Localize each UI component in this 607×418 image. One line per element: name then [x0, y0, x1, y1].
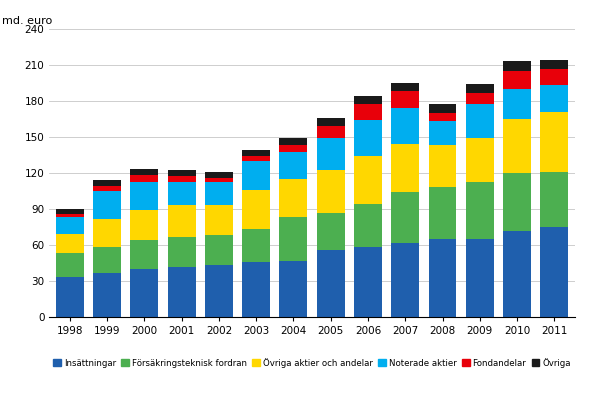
Bar — [540, 227, 568, 317]
Bar — [168, 205, 195, 237]
Bar — [56, 278, 84, 317]
Bar — [392, 108, 419, 144]
Bar — [317, 250, 345, 317]
Bar — [56, 234, 84, 253]
Bar — [503, 71, 531, 89]
Bar — [93, 219, 121, 247]
Bar — [168, 176, 195, 183]
Bar — [93, 191, 121, 219]
Bar — [56, 253, 84, 278]
Bar — [429, 121, 456, 145]
Bar — [168, 171, 195, 176]
Bar — [429, 145, 456, 187]
Bar — [242, 229, 270, 262]
Bar — [354, 247, 382, 317]
Bar — [540, 112, 568, 172]
Bar — [205, 172, 233, 178]
Bar — [279, 145, 307, 153]
Bar — [503, 231, 531, 317]
Bar — [392, 144, 419, 192]
Bar — [131, 210, 158, 240]
Bar — [392, 83, 419, 91]
Bar — [168, 267, 195, 317]
Bar — [205, 265, 233, 317]
Bar — [317, 212, 345, 250]
Bar — [56, 214, 84, 217]
Bar — [279, 138, 307, 145]
Bar — [503, 119, 531, 173]
Bar — [56, 209, 84, 214]
Bar — [131, 183, 158, 210]
Bar — [93, 273, 121, 317]
Bar — [242, 161, 270, 190]
Bar — [354, 104, 382, 120]
Bar — [56, 217, 84, 234]
Bar — [354, 156, 382, 204]
Bar — [131, 269, 158, 317]
Bar — [354, 204, 382, 247]
Bar — [131, 169, 158, 175]
Bar — [317, 171, 345, 212]
Bar — [205, 178, 233, 183]
Legend: Insättningar, Försäkringsteknisk fordran, Övriga aktier och andelar, Noterade ak: Insättningar, Försäkringsteknisk fordran… — [52, 356, 572, 370]
Bar — [131, 175, 158, 183]
Bar — [392, 192, 419, 242]
Bar — [205, 183, 233, 205]
Bar — [168, 237, 195, 267]
Bar — [429, 239, 456, 317]
Bar — [279, 179, 307, 217]
Bar — [279, 261, 307, 317]
Bar — [317, 138, 345, 171]
Bar — [242, 156, 270, 161]
Text: md. euro: md. euro — [2, 15, 52, 25]
Bar — [392, 242, 419, 317]
Bar — [466, 84, 493, 94]
Bar — [279, 153, 307, 179]
Bar — [242, 262, 270, 317]
Bar — [93, 247, 121, 273]
Bar — [540, 172, 568, 227]
Bar — [317, 117, 345, 126]
Bar — [279, 217, 307, 261]
Bar — [466, 183, 493, 239]
Bar — [466, 104, 493, 138]
Bar — [242, 190, 270, 229]
Bar — [317, 126, 345, 138]
Bar — [354, 120, 382, 156]
Bar — [466, 138, 493, 183]
Bar — [93, 180, 121, 186]
Bar — [429, 187, 456, 239]
Bar — [242, 150, 270, 156]
Bar — [540, 60, 568, 69]
Bar — [540, 85, 568, 112]
Bar — [466, 239, 493, 317]
Bar — [429, 113, 456, 121]
Bar — [205, 205, 233, 235]
Bar — [503, 61, 531, 71]
Bar — [205, 235, 233, 265]
Bar — [93, 186, 121, 191]
Bar — [131, 240, 158, 269]
Bar — [168, 183, 195, 205]
Bar — [429, 104, 456, 113]
Bar — [503, 89, 531, 119]
Bar — [392, 91, 419, 108]
Bar — [354, 96, 382, 104]
Bar — [503, 173, 531, 231]
Bar — [540, 69, 568, 85]
Bar — [466, 94, 493, 104]
